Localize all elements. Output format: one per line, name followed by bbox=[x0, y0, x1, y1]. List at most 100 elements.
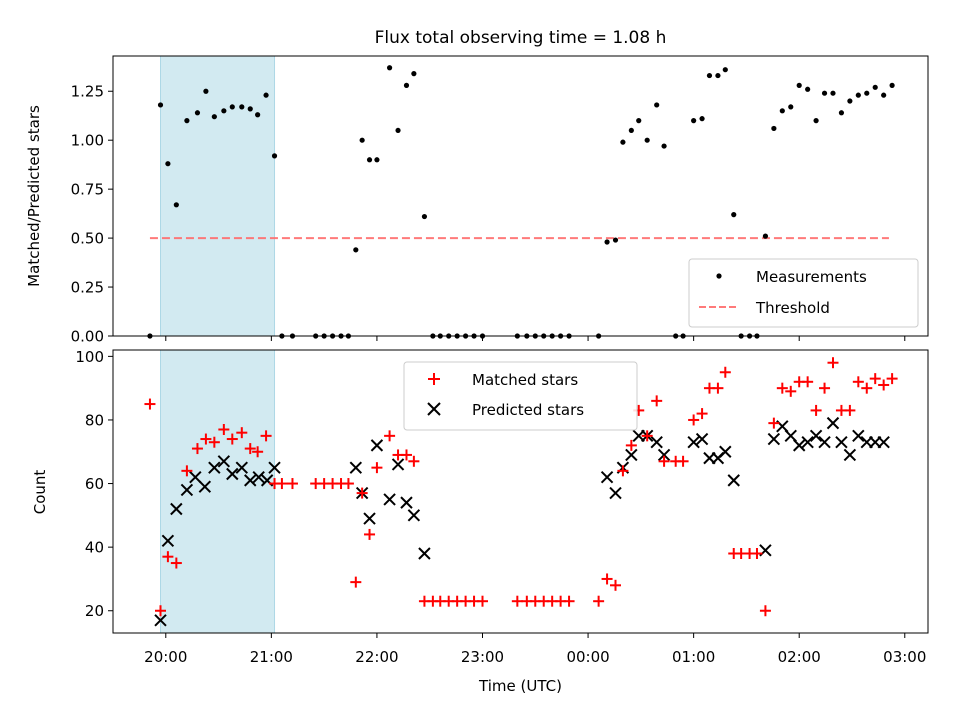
x-tick-label: 22:00 bbox=[355, 648, 398, 666]
predicted-star-point bbox=[407, 509, 421, 522]
legend-measurements-marker bbox=[716, 273, 722, 279]
measurement-point bbox=[762, 233, 769, 239]
matched-star-point bbox=[886, 373, 898, 385]
measurement-point bbox=[263, 92, 269, 98]
measurement-point bbox=[636, 118, 642, 124]
predicted-star-point bbox=[792, 439, 806, 452]
predicted-star-stroke bbox=[383, 493, 396, 506]
predicted-star-point bbox=[695, 432, 709, 446]
predicted-star-stroke bbox=[877, 436, 890, 449]
matched-star-point bbox=[208, 436, 220, 448]
matched-star-point bbox=[677, 455, 689, 467]
legend-threshold-label: Threshold bbox=[755, 299, 830, 317]
predicted-star-stroke bbox=[600, 470, 614, 484]
predicted-star-stroke bbox=[252, 470, 265, 484]
predicted-star-point bbox=[383, 493, 396, 506]
predicted-star-point bbox=[801, 436, 814, 449]
matched-star-point bbox=[170, 557, 182, 569]
matched-star-point bbox=[852, 376, 864, 388]
measurement-point bbox=[395, 127, 401, 134]
predicted-star-stroke bbox=[657, 448, 671, 462]
y-tick-label: 1.25 bbox=[71, 83, 104, 101]
predicted-star-stroke bbox=[349, 461, 363, 474]
predicted-star-point bbox=[609, 486, 622, 500]
measurement-point bbox=[796, 82, 802, 88]
y-tick-label: 0.25 bbox=[71, 279, 104, 297]
matched-star-point bbox=[408, 455, 420, 467]
measurement-point bbox=[374, 157, 380, 163]
matched-star-point bbox=[144, 398, 156, 410]
matched-star-point bbox=[371, 462, 383, 474]
measurement-point bbox=[353, 247, 359, 253]
predicted-star-point bbox=[809, 429, 823, 443]
x-tick-label: 21:00 bbox=[250, 648, 293, 666]
measurement-point bbox=[411, 71, 417, 77]
measurement-point bbox=[255, 112, 261, 118]
predicted-star-stroke bbox=[809, 429, 823, 443]
matched-star-point bbox=[476, 595, 488, 607]
y-tick-label: 40 bbox=[85, 539, 104, 557]
y-tick-label: 0.50 bbox=[71, 230, 104, 248]
matched-star-point bbox=[641, 430, 653, 442]
measurement-point bbox=[779, 108, 785, 114]
y-tick-label: 100 bbox=[75, 348, 104, 366]
predicted-star-point bbox=[170, 502, 183, 516]
predicted-star-stroke bbox=[170, 502, 183, 516]
predicted-star-stroke bbox=[609, 486, 622, 500]
measurement-point bbox=[706, 72, 713, 79]
predicted-star-stroke bbox=[687, 436, 700, 449]
matched-star-point bbox=[384, 430, 396, 442]
matched-star-point bbox=[617, 465, 629, 477]
predicted-star-point bbox=[852, 429, 865, 443]
measurement-point bbox=[889, 82, 895, 88]
matched-star-point bbox=[286, 478, 298, 490]
matched-star-point bbox=[162, 551, 174, 563]
predicted-star-point bbox=[767, 432, 781, 446]
predicted-star-point bbox=[363, 512, 376, 525]
predicted-star-stroke bbox=[154, 614, 167, 627]
matched-star-point bbox=[861, 382, 873, 394]
predicted-star-stroke bbox=[391, 458, 405, 471]
measurement-point bbox=[612, 237, 619, 243]
predicted-star-point bbox=[198, 480, 212, 493]
predicted-star-point bbox=[235, 461, 249, 474]
matched-star-point bbox=[759, 605, 771, 617]
predicted-star-stroke bbox=[776, 420, 789, 433]
observing-window-span bbox=[160, 56, 276, 336]
predicted-star-point bbox=[370, 439, 384, 452]
predicted-star-point bbox=[217, 455, 231, 468]
predicted-star-point bbox=[208, 461, 221, 474]
predicted-star-point bbox=[154, 614, 167, 627]
matched-star-point bbox=[218, 423, 230, 435]
predicted-star-point bbox=[719, 445, 732, 458]
y-tick-label: 1.00 bbox=[71, 132, 104, 150]
predicted-star-stroke bbox=[407, 509, 421, 522]
matched-star-point bbox=[511, 595, 523, 607]
predicted-star-stroke bbox=[244, 474, 257, 487]
predicted-star-point bbox=[650, 436, 663, 449]
predicted-star-point bbox=[600, 470, 614, 484]
predicted-star-stroke bbox=[418, 547, 431, 560]
measurement-point bbox=[847, 98, 853, 104]
matched-star-point bbox=[776, 382, 788, 394]
predicted-star-stroke bbox=[161, 534, 175, 547]
measurement-point bbox=[691, 118, 697, 124]
measurement-point bbox=[821, 90, 828, 96]
x-tick-label: 01:00 bbox=[672, 648, 715, 666]
predicted-star-stroke bbox=[226, 467, 239, 481]
measurement-point bbox=[715, 72, 721, 79]
matched-star-point bbox=[593, 595, 605, 607]
measurement-point bbox=[221, 108, 227, 114]
matched-star-point bbox=[658, 455, 670, 467]
predicted-star-point bbox=[252, 470, 265, 484]
predicted-star-point bbox=[268, 461, 281, 474]
y-tick-label: 60 bbox=[85, 475, 104, 493]
x-tick-label: 03:00 bbox=[883, 648, 926, 666]
predicted-star-stroke bbox=[180, 483, 194, 497]
measurement-point bbox=[366, 157, 373, 163]
predicted-star-point bbox=[826, 416, 840, 430]
matched-star-point bbox=[688, 414, 700, 426]
predicted-star-stroke bbox=[852, 429, 865, 443]
legend-measurements-label: Measurements bbox=[756, 268, 867, 286]
predicted-star-stroke bbox=[792, 439, 806, 452]
